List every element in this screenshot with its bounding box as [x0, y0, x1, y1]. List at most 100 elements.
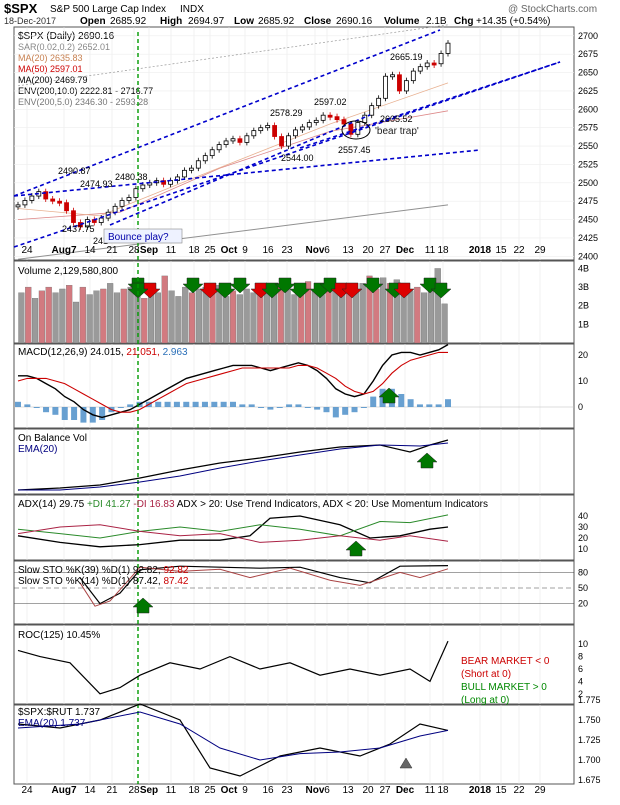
macd-y-tick: 10: [578, 376, 588, 386]
volume-bar: [243, 288, 250, 344]
price-y-tick: 2700: [578, 31, 598, 41]
x-label-top: 11: [425, 245, 436, 256]
candle-body: [369, 105, 375, 116]
volume-signal-arrow: [362, 277, 384, 294]
x-label-bottom: 18: [188, 785, 200, 796]
x-label-bottom: 2018: [469, 785, 492, 796]
volume-bar: [141, 298, 148, 344]
candle-body: [209, 149, 215, 157]
adx-y-tick: 10: [578, 544, 588, 554]
candle-body: [327, 114, 333, 118]
ma200-line: [17, 204, 449, 260]
candle-body: [306, 122, 312, 128]
volume-bar: [72, 301, 80, 344]
candle-body: [410, 70, 416, 82]
candle-body: [15, 204, 21, 208]
x-label-bottom: Oct: [221, 785, 238, 796]
x-label-top: 27: [379, 245, 391, 256]
candle-body: [112, 205, 118, 213]
macd-histogram-bar: [230, 401, 236, 407]
annotation-2490: 2490.87: [58, 166, 91, 176]
roc-legend: ROC(125) 10.45%: [18, 630, 100, 641]
volume-bar: [113, 292, 121, 344]
candle-body: [362, 114, 368, 123]
macd-histogram-bar: [295, 404, 302, 407]
candle-body: [57, 200, 63, 204]
candle-body: [417, 66, 423, 72]
price-y-tick: 2600: [578, 104, 598, 114]
x-label-top: 6: [324, 245, 330, 256]
macd-histogram-bar: [379, 388, 386, 407]
volume-bar: [407, 290, 414, 344]
exchange-label: INDX: [180, 4, 204, 15]
trend-channel-upper: [13, 29, 441, 197]
x-label-top: Aug7: [52, 245, 77, 256]
candle-body: [272, 125, 278, 137]
candle-body: [320, 114, 326, 121]
price-y-tick: 2525: [578, 159, 598, 169]
volume-signal-arrow: [430, 282, 452, 299]
candle-body: [188, 167, 194, 171]
x-label-bottom: Aug7: [52, 785, 77, 796]
volume-bar: [270, 292, 278, 344]
ratio-ema-line: [17, 711, 449, 761]
volume-bar: [107, 283, 114, 344]
candle-body: [29, 195, 35, 201]
volume-bar: [373, 288, 380, 344]
volume-bar: [277, 283, 284, 344]
price-y-tick: 2625: [578, 86, 598, 96]
price-layer: 2700 2675 2650 2625 2600 2575 2550 2525 2500 2475…: [13, 24, 598, 261]
volume-bar: [380, 277, 387, 344]
x-label-top: 20: [362, 245, 374, 256]
panel-frame-obv: [13, 428, 575, 495]
macd-histogram-bar: [314, 407, 321, 410]
candle-body: [334, 116, 340, 121]
price-y-tick: 2575: [578, 123, 598, 133]
macd-histogram-bar: [323, 407, 330, 413]
volume-bar: [421, 292, 428, 344]
x-label-top: 24: [21, 245, 33, 256]
sto-y-tick: 80: [578, 567, 588, 577]
candle-body: [216, 144, 222, 151]
adx-buy-arrow: [345, 540, 367, 557]
sto-legend-2: Slow STO %K(14) %D(1) 87.42, 87.42: [18, 576, 189, 587]
x-label-top: 18: [437, 245, 449, 256]
macd-histogram-bar: [52, 407, 59, 415]
ratio-y-tick: 1.700: [578, 755, 601, 765]
candle-body: [286, 135, 291, 147]
volume-y-tick: 1B: [578, 319, 589, 329]
adx-y-tick: 30: [578, 522, 588, 532]
x-label-top: 28: [128, 245, 140, 256]
volume-bar: [66, 285, 73, 344]
volume-bar: [393, 279, 400, 344]
x-label-bottom: 14: [84, 785, 96, 796]
candle-body: [313, 119, 319, 123]
volume-bar: [427, 285, 434, 344]
macd-histogram-bar: [304, 407, 311, 408]
adx-legend: ADX(14) 29.75 +DI 41.27 -DI 16.83 ADX > …: [18, 499, 488, 510]
price-annotations: 2490.87 2474.93 2480.38 2437.75 241 2578…: [58, 52, 423, 246]
volume-bar: [52, 292, 59, 344]
volume-bar: [366, 275, 373, 344]
volume-bar: [318, 294, 325, 344]
candle-body: [50, 198, 56, 202]
x-label-top: 16: [262, 245, 274, 256]
macd-histogram-bar: [192, 401, 199, 407]
macd-histogram-bar: [220, 401, 227, 407]
low-value: 2685.92: [258, 16, 295, 27]
macd-histogram-bar: [276, 407, 283, 408]
volume-bar: [414, 286, 421, 344]
volume-legend: Volume 2,129,580,800: [18, 266, 119, 277]
volume-bar: [79, 286, 86, 344]
candle-body: [265, 125, 271, 129]
macd-histogram-bar: [370, 396, 377, 407]
plus-di-line: [17, 514, 449, 539]
macd-buy-arrow: [378, 387, 400, 404]
volume-bar: [229, 290, 237, 344]
volume-signal-arrow: [289, 282, 311, 299]
x-label-bottom: 25: [204, 785, 216, 796]
env10-upper: [17, 24, 449, 87]
macd-histogram-bar: [183, 401, 190, 407]
candle-body: [202, 155, 208, 162]
